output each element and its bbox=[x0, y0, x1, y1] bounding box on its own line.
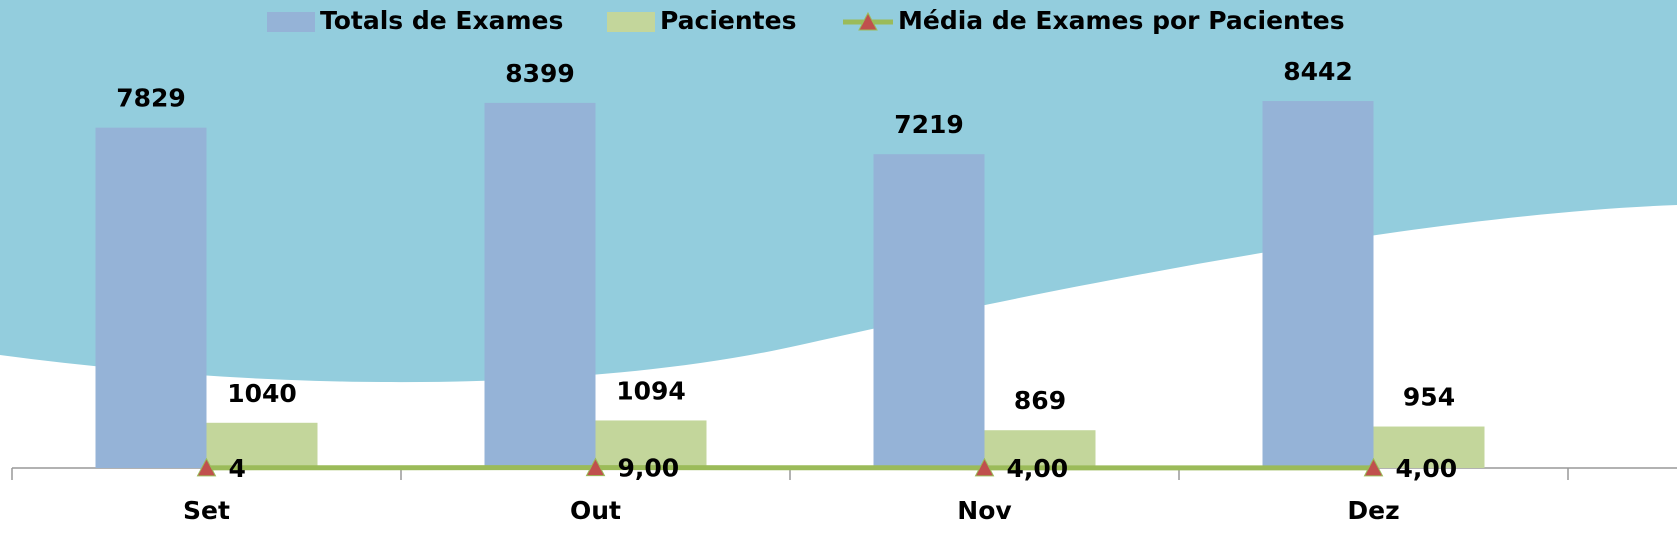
data-label: 8442 bbox=[1283, 57, 1353, 86]
x-tick-label: Set bbox=[183, 496, 230, 525]
bar bbox=[1263, 101, 1374, 468]
data-label: 7829 bbox=[116, 84, 186, 113]
x-tick-label: Dez bbox=[1347, 496, 1399, 525]
data-label: 8399 bbox=[505, 59, 575, 88]
data-label: 7219 bbox=[894, 110, 964, 139]
data-label: 1094 bbox=[616, 376, 686, 405]
data-label: 954 bbox=[1403, 383, 1455, 412]
data-label: 9,00 bbox=[618, 454, 680, 483]
data-label: 1040 bbox=[227, 379, 297, 408]
data-label: 869 bbox=[1014, 386, 1066, 415]
bar bbox=[96, 128, 207, 468]
x-tick-label: Nov bbox=[957, 496, 1011, 525]
data-label: 4,00 bbox=[1007, 454, 1069, 483]
data-label: 4,00 bbox=[1396, 454, 1458, 483]
legend-label: Pacientes bbox=[660, 6, 796, 35]
bar bbox=[207, 423, 318, 468]
legend-swatch bbox=[607, 12, 655, 32]
chart: Set Out Nov Dez 7829 8399 7219 8442 1040 1094 869 9… bbox=[0, 0, 1677, 560]
data-label: 4 bbox=[229, 454, 246, 483]
legend-label: Média de Exames por Pacientes bbox=[898, 6, 1345, 35]
x-tick-label: Out bbox=[570, 496, 621, 525]
bar bbox=[485, 103, 596, 468]
bar bbox=[874, 154, 985, 468]
legend-label: Totals de Exames bbox=[320, 6, 563, 35]
legend-swatch bbox=[267, 12, 315, 32]
